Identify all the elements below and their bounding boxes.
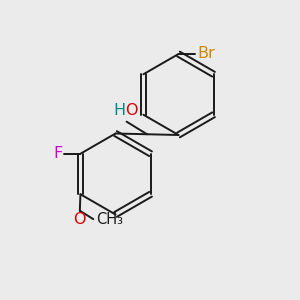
- Text: O: O: [125, 103, 138, 118]
- Text: O: O: [74, 212, 86, 227]
- Text: Br: Br: [197, 46, 215, 62]
- Text: H: H: [113, 103, 125, 118]
- Text: CH₃: CH₃: [96, 212, 123, 227]
- Text: F: F: [53, 146, 62, 161]
